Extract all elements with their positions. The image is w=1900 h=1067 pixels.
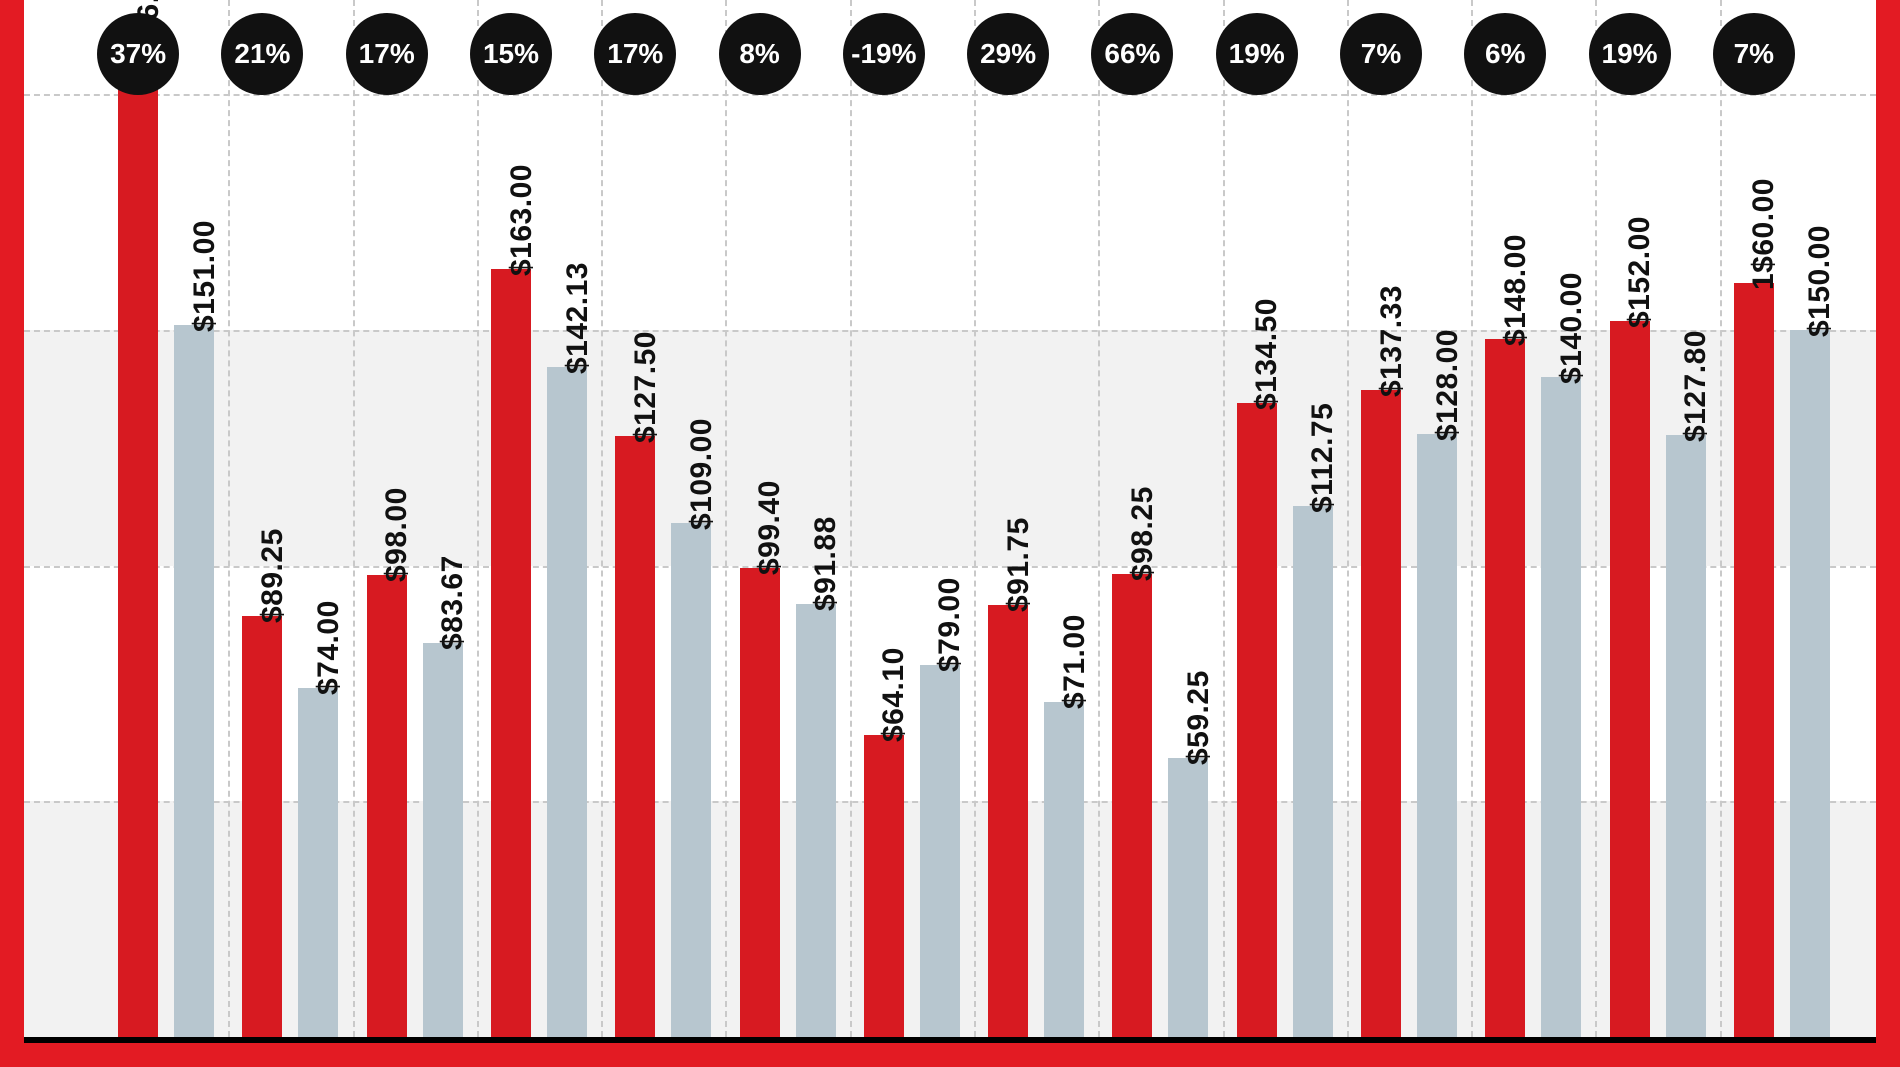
group-separator bbox=[725, 0, 727, 1037]
bar-primary bbox=[1485, 339, 1525, 1037]
bar-secondary-label: $127.80 bbox=[1679, 330, 1713, 442]
pct-badge: 17% bbox=[594, 13, 676, 95]
group-separator bbox=[477, 0, 479, 1037]
bar-secondary-label: $142.13 bbox=[561, 262, 595, 374]
pct-badge: 19% bbox=[1216, 13, 1298, 95]
bar-primary-label: 1$60.00 bbox=[1747, 178, 1781, 290]
bar-secondary bbox=[547, 367, 587, 1037]
grid-band bbox=[24, 330, 1876, 566]
group-separator bbox=[1223, 0, 1225, 1037]
bar-primary-label: $98.25 bbox=[1126, 486, 1160, 581]
bar-secondary bbox=[920, 665, 960, 1037]
bar-primary bbox=[367, 575, 407, 1037]
bar-primary bbox=[864, 735, 904, 1037]
bar-secondary bbox=[1168, 758, 1208, 1037]
bar-primary-label: $163.00 bbox=[505, 164, 539, 276]
bar-secondary bbox=[671, 523, 711, 1037]
group-separator bbox=[1471, 0, 1473, 1037]
grid-line bbox=[24, 330, 1876, 332]
bar-primary bbox=[1112, 574, 1152, 1037]
bar-secondary-label: $128.00 bbox=[1431, 329, 1465, 441]
group-separator bbox=[228, 0, 230, 1037]
pct-badge: 7% bbox=[1340, 13, 1422, 95]
bar-secondary bbox=[1666, 435, 1706, 1037]
x-axis bbox=[24, 1037, 1876, 1043]
bar-primary bbox=[740, 568, 780, 1037]
bar-primary-label: $137.33 bbox=[1375, 285, 1409, 397]
bar-secondary-label: $140.00 bbox=[1555, 272, 1589, 384]
bar-primary bbox=[491, 269, 531, 1037]
grid-line bbox=[24, 94, 1876, 96]
bar-secondary bbox=[174, 325, 214, 1037]
bar-primary-label: $64.10 bbox=[877, 647, 911, 742]
bar-secondary-label: $79.00 bbox=[933, 577, 967, 672]
bar-secondary-label: $109.00 bbox=[685, 418, 719, 530]
pct-badge: 6% bbox=[1464, 13, 1546, 95]
pct-badge: 8% bbox=[719, 13, 801, 95]
bar-secondary bbox=[1044, 702, 1084, 1037]
group-separator bbox=[1595, 0, 1597, 1037]
group-separator bbox=[974, 0, 976, 1037]
group-separator bbox=[353, 0, 355, 1037]
bar-secondary bbox=[1790, 330, 1830, 1037]
bar-primary-label: $99.40 bbox=[753, 481, 787, 576]
chart-frame: $206.25$151.00$89.25$74.00$98.00$83.67$1… bbox=[0, 0, 1900, 1067]
bar-primary-label: $91.75 bbox=[1002, 517, 1036, 612]
bar-secondary bbox=[1293, 506, 1333, 1037]
pct-badge: 15% bbox=[470, 13, 552, 95]
bar-secondary-label: $91.88 bbox=[809, 516, 843, 611]
pct-badge: 7% bbox=[1713, 13, 1795, 95]
pct-badge: 66% bbox=[1091, 13, 1173, 95]
pct-badge: 37% bbox=[97, 13, 179, 95]
bar-secondary bbox=[298, 688, 338, 1037]
bar-primary bbox=[1237, 403, 1277, 1037]
pct-badge: -19% bbox=[843, 13, 925, 95]
group-separator bbox=[850, 0, 852, 1037]
group-separator bbox=[1347, 0, 1349, 1037]
pct-badge: 29% bbox=[967, 13, 1049, 95]
bar-primary-label: $98.00 bbox=[380, 487, 414, 582]
chart-plot: $206.25$151.00$89.25$74.00$98.00$83.67$1… bbox=[24, 0, 1876, 1043]
bar-primary bbox=[242, 616, 282, 1037]
bar-primary bbox=[1610, 321, 1650, 1037]
bar-secondary-label: $150.00 bbox=[1803, 225, 1837, 337]
bar-primary-label: $89.25 bbox=[256, 529, 290, 624]
bar-secondary-label: $74.00 bbox=[312, 600, 346, 695]
bar-primary-label: $127.50 bbox=[629, 331, 663, 443]
bar-primary bbox=[1361, 390, 1401, 1037]
pct-badge: 21% bbox=[221, 13, 303, 95]
bar-primary-label: $152.00 bbox=[1623, 216, 1657, 328]
bar-secondary bbox=[423, 643, 463, 1037]
group-separator bbox=[1098, 0, 1100, 1037]
bar-primary-label: $134.50 bbox=[1250, 298, 1284, 410]
bar-secondary-label: $71.00 bbox=[1058, 615, 1092, 710]
bar-primary-label: $148.00 bbox=[1499, 234, 1533, 346]
bar-secondary bbox=[1417, 434, 1457, 1037]
pct-badge: 17% bbox=[346, 13, 428, 95]
group-separator bbox=[601, 0, 603, 1037]
grid-line bbox=[24, 566, 1876, 568]
bar-secondary-label: $151.00 bbox=[188, 220, 222, 332]
bar-secondary bbox=[1541, 377, 1581, 1037]
pct-badge: 19% bbox=[1589, 13, 1671, 95]
bar-primary bbox=[988, 605, 1028, 1037]
bar-secondary-label: $59.25 bbox=[1182, 670, 1216, 765]
group-separator bbox=[1720, 0, 1722, 1037]
bar-secondary-label: $83.67 bbox=[436, 555, 470, 650]
bar-primary bbox=[118, 65, 158, 1037]
bar-secondary bbox=[796, 604, 836, 1037]
bar-primary bbox=[1734, 283, 1774, 1037]
bar-secondary-label: $112.75 bbox=[1306, 402, 1340, 512]
bar-primary bbox=[615, 436, 655, 1037]
